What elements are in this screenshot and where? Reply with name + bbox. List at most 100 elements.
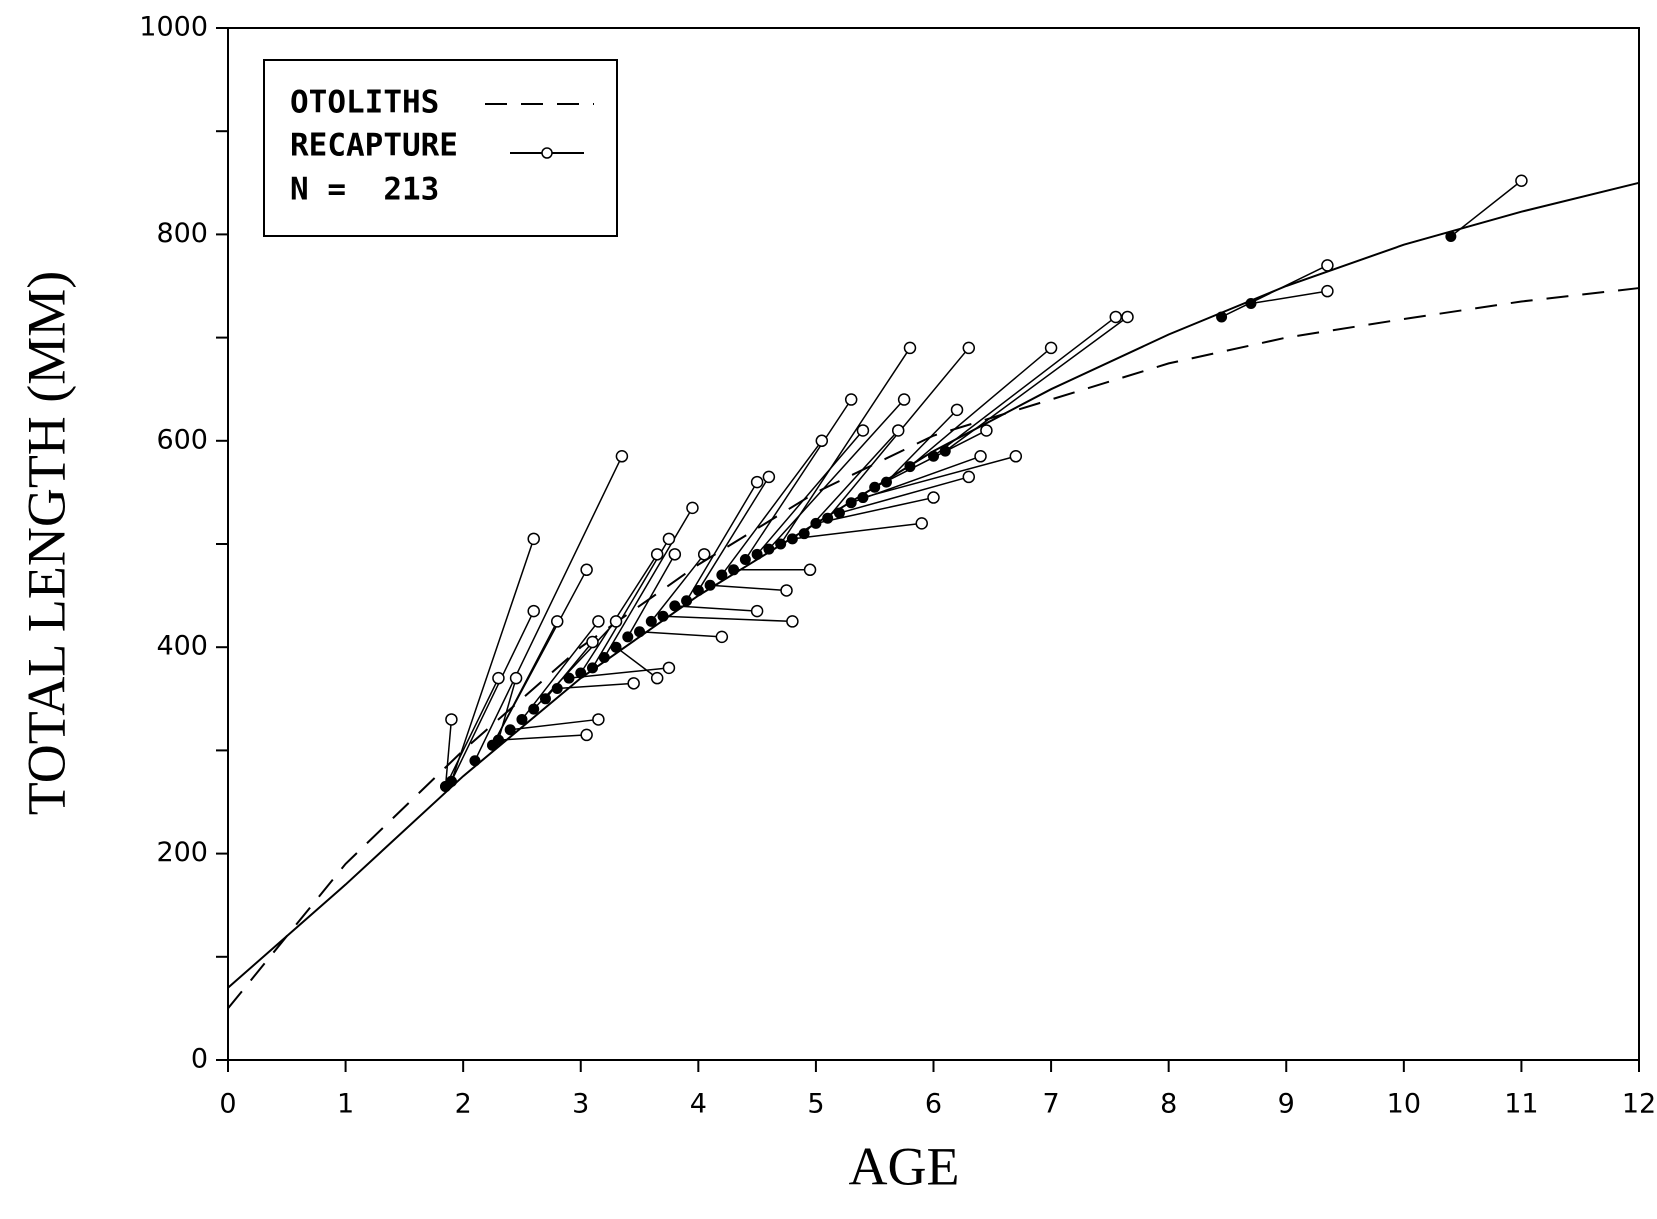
x-tick-label: 8 <box>1160 1089 1177 1120</box>
recapture-segment <box>674 605 758 612</box>
recapture-point <box>650 548 664 561</box>
recapture-segment <box>1450 180 1522 238</box>
release-point <box>833 507 845 519</box>
recapture-segment <box>839 476 969 514</box>
release-point <box>634 626 646 638</box>
release-point <box>751 548 763 560</box>
recapture-point <box>615 450 629 463</box>
x-tick-label: 1 <box>337 1089 354 1120</box>
y-tick-label: 600 <box>156 424 208 455</box>
recapture-point <box>662 532 676 546</box>
release-point <box>669 600 681 612</box>
recapture-segment <box>603 507 694 658</box>
release-point <box>563 672 575 684</box>
release-point <box>763 543 775 555</box>
recapture-point <box>962 341 976 355</box>
recapture-point <box>650 671 664 685</box>
y-tick-label: 800 <box>156 218 208 249</box>
recapture-point <box>527 604 540 618</box>
growth-curve <box>227 287 1640 1010</box>
release-point <box>939 445 951 457</box>
x-tick-label: 3 <box>572 1089 589 1120</box>
y-axis-title: TOTAL LENGTH (MM) <box>16 271 76 816</box>
release-point <box>469 755 481 767</box>
recapture-point <box>580 728 593 742</box>
y-tick-label: 0 <box>191 1044 208 1075</box>
recapture-segment <box>944 316 1128 452</box>
recapture-segment <box>792 522 922 540</box>
release-point <box>1445 230 1457 242</box>
legend-note: N = 213 <box>290 172 439 208</box>
recapture-segment <box>650 553 705 622</box>
recapture-point <box>592 713 605 726</box>
x-tick-label: 5 <box>807 1089 824 1120</box>
recapture-segment <box>815 496 934 525</box>
recapture-point <box>915 517 928 530</box>
legend-swatch <box>541 147 553 159</box>
recapture-segment <box>580 553 658 674</box>
recapture-segment <box>710 584 787 592</box>
recapture-segment <box>568 667 670 679</box>
recapture-segment <box>450 538 535 782</box>
recapture-point <box>662 661 676 675</box>
recapture-point <box>627 677 640 690</box>
recapture-segment <box>780 347 911 545</box>
release-point <box>445 775 457 787</box>
recapture-segment <box>474 455 623 762</box>
recapture-segment <box>885 409 958 483</box>
recapture-point <box>903 341 917 355</box>
recapture-segment <box>521 620 599 720</box>
recapture-segment <box>768 399 905 550</box>
recapture-segment <box>756 429 864 555</box>
recapture-segment <box>697 476 770 591</box>
recapture-segment <box>557 682 634 690</box>
release-point <box>1245 298 1257 310</box>
release-point <box>728 564 740 576</box>
recapture-segment <box>803 429 899 535</box>
recapture-point <box>492 671 505 685</box>
release-point <box>857 492 869 504</box>
recapture-point <box>950 403 964 417</box>
recapture-segment <box>627 553 676 638</box>
recapture-segment <box>444 677 500 787</box>
release-point <box>704 579 716 591</box>
recapture-point <box>750 475 764 489</box>
release-point <box>716 569 728 581</box>
release-point <box>598 652 610 664</box>
release-point <box>622 631 634 643</box>
release-point <box>880 476 892 488</box>
recapture-point <box>697 548 711 561</box>
recapture-point <box>891 424 905 437</box>
recapture-point <box>803 563 817 577</box>
recapture-segment <box>663 615 793 623</box>
release-point <box>657 610 669 622</box>
legend-label: RECAPTURE <box>290 128 458 164</box>
recapture-point <box>668 548 682 561</box>
release-point <box>775 538 787 550</box>
x-tick-label: 11 <box>1504 1089 1538 1120</box>
recapture-segment <box>862 455 1017 499</box>
release-point <box>492 734 504 746</box>
legend-label: OTOLITHS <box>290 85 439 121</box>
recapture-point <box>1515 174 1528 187</box>
release-point <box>869 481 881 493</box>
recapture-point <box>1109 310 1123 324</box>
recapture-segment <box>510 718 599 731</box>
recapture-segment <box>615 646 658 679</box>
x-tick-label: 0 <box>219 1089 236 1120</box>
recapture-segment <box>498 734 587 741</box>
release-point <box>645 615 657 627</box>
recapture-segment <box>450 610 535 782</box>
recapture-segment <box>1250 290 1328 305</box>
recapture-point <box>974 450 987 463</box>
x-tick-label: 7 <box>1042 1089 1059 1120</box>
recapture-segment <box>1221 264 1328 318</box>
recapture-point <box>1009 450 1023 463</box>
recapture-point <box>715 630 729 644</box>
release-point <box>528 703 540 715</box>
release-point <box>587 662 599 674</box>
recapture-point <box>927 491 940 504</box>
release-point <box>739 553 751 565</box>
recapture-point <box>844 393 858 406</box>
recapture-point <box>750 604 764 618</box>
